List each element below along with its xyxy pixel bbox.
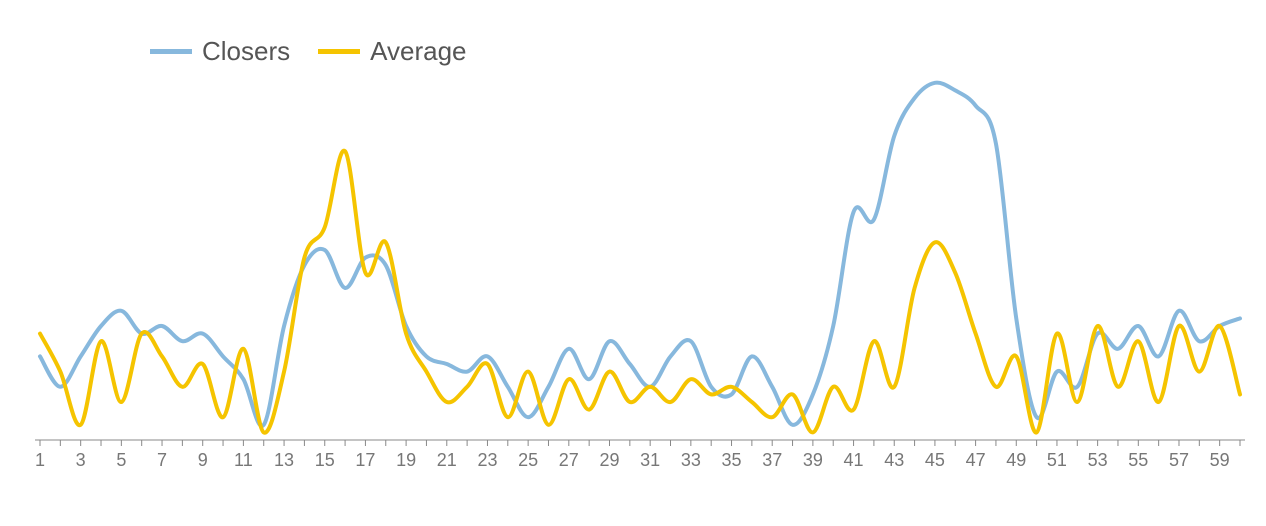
x-tick-label: 57 — [1169, 450, 1189, 470]
legend-swatch-average — [318, 49, 360, 54]
x-tick-label: 35 — [722, 450, 742, 470]
x-tick-label: 49 — [1006, 450, 1026, 470]
x-tick-label: 9 — [198, 450, 208, 470]
x-tick-label: 15 — [315, 450, 335, 470]
x-tick-label: 5 — [116, 450, 126, 470]
chart-legend: Closers Average — [150, 36, 467, 67]
x-tick-label: 43 — [884, 450, 904, 470]
x-tick-label: 39 — [803, 450, 823, 470]
x-tick-label: 53 — [1088, 450, 1108, 470]
line-chart: ClosersAverage 1357911131517192123252729… — [0, 0, 1266, 526]
x-tick-label: 27 — [559, 450, 579, 470]
x-tick-label: 29 — [599, 450, 619, 470]
x-tick-label: 31 — [640, 450, 660, 470]
x-tick-label: 7 — [157, 450, 167, 470]
chart-canvas: 1357911131517192123252729313335373941434… — [0, 0, 1266, 526]
x-tick-label: 47 — [966, 450, 986, 470]
legend-label-closers: Closers — [202, 36, 290, 67]
legend-label-average: Average — [370, 36, 466, 67]
x-tick-label: 51 — [1047, 450, 1067, 470]
x-tick-label: 37 — [762, 450, 782, 470]
x-tick-label: 3 — [76, 450, 86, 470]
x-tick-label: 1 — [35, 450, 45, 470]
x-tick-label: 17 — [355, 450, 375, 470]
x-tick-label: 33 — [681, 450, 701, 470]
x-tick-label: 25 — [518, 450, 538, 470]
x-tick-label: 23 — [477, 450, 497, 470]
x-tick-label: 21 — [437, 450, 457, 470]
legend-item-average: Average — [318, 36, 466, 67]
x-tick-label: 45 — [925, 450, 945, 470]
x-tick-label: 59 — [1210, 450, 1230, 470]
legend-swatch-closers — [150, 49, 192, 54]
x-tick-label: 41 — [844, 450, 864, 470]
x-tick-label: 11 — [234, 450, 253, 470]
legend-item-closers: Closers — [150, 36, 290, 67]
x-tick-label: 19 — [396, 450, 416, 470]
x-tick-label: 13 — [274, 450, 294, 470]
x-tick-label: 55 — [1128, 450, 1148, 470]
